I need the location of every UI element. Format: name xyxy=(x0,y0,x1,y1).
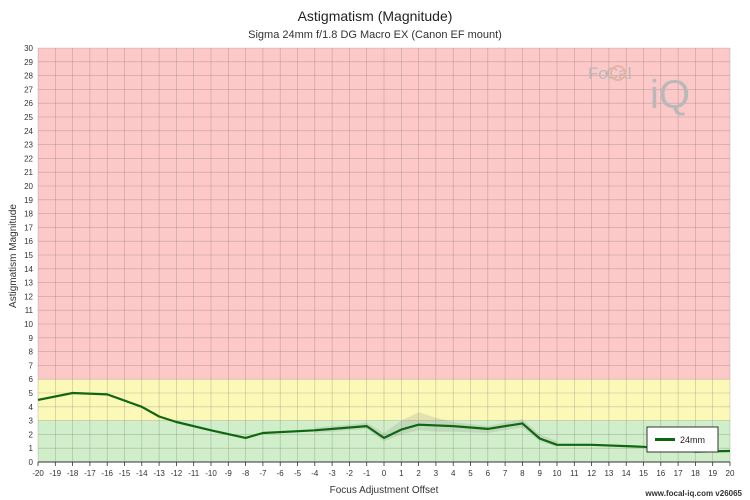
x-tick-label: 2 xyxy=(416,469,421,478)
x-axis-label: Focus Adjustment Offset xyxy=(330,485,439,496)
x-tick-label: -18 xyxy=(67,469,79,478)
variation-band xyxy=(314,412,557,447)
x-tick-label: -8 xyxy=(242,469,250,478)
x-tick-label: -3 xyxy=(329,469,337,478)
x-tick-label: 17 xyxy=(674,469,683,478)
x-tick-label: -11 xyxy=(188,469,200,478)
y-axis-ticks: 0123456789101112131415161718192021222324… xyxy=(24,44,33,467)
x-tick-label: -1 xyxy=(363,469,371,478)
x-tick-label: -9 xyxy=(225,469,233,478)
x-tick-label: -20 xyxy=(32,469,44,478)
y-tick-label: 22 xyxy=(24,154,33,163)
quality-zones xyxy=(38,48,730,462)
x-tick-label: 11 xyxy=(570,469,579,478)
y-tick-label: 20 xyxy=(24,182,33,191)
legend-label-24mm: 24mm xyxy=(680,435,705,445)
grid-lines xyxy=(37,47,731,463)
y-tick-label: 15 xyxy=(24,251,33,260)
y-tick-label: 16 xyxy=(24,237,33,246)
x-tick-label: -7 xyxy=(259,469,267,478)
focal-iq-logo: Fo Cal iQ xyxy=(588,64,690,117)
y-tick-label: 29 xyxy=(24,58,33,67)
chart-title: Astigmatism (Magnitude) xyxy=(298,8,453,24)
x-tick-label: 0 xyxy=(382,469,387,478)
y-tick-label: 1 xyxy=(29,444,34,453)
x-tick-label: -12 xyxy=(171,469,183,478)
y-tick-label: 2 xyxy=(29,430,34,439)
y-tick-label: 28 xyxy=(24,72,33,81)
site-credit: www.focal-iq.com v26065 xyxy=(644,489,742,498)
x-tick-label: 15 xyxy=(639,469,648,478)
x-tick-label: 18 xyxy=(691,469,700,478)
x-tick-label: -6 xyxy=(277,469,285,478)
x-tick-label: 5 xyxy=(468,469,473,478)
y-tick-label: 6 xyxy=(29,375,34,384)
x-tick-label: 10 xyxy=(553,469,562,478)
y-tick-label: 25 xyxy=(24,113,33,122)
series-lines xyxy=(37,391,731,453)
x-tick-label: -5 xyxy=(294,469,302,478)
x-tick-label: 13 xyxy=(604,469,613,478)
x-tick-label: 12 xyxy=(587,469,596,478)
y-tick-label: 18 xyxy=(24,210,33,219)
logo-text-fo: Fo xyxy=(588,64,608,83)
y-tick-label: 7 xyxy=(29,361,34,370)
y-tick-label: 13 xyxy=(24,279,33,288)
x-tick-label: 7 xyxy=(503,469,508,478)
x-tick-label: 4 xyxy=(451,469,456,478)
y-tick-label: 10 xyxy=(24,320,33,329)
x-tick-label: -16 xyxy=(101,469,113,478)
x-tick-label: 19 xyxy=(708,469,717,478)
y-tick-label: 14 xyxy=(24,265,33,274)
x-tick-label: 9 xyxy=(537,469,542,478)
x-tick-label: 20 xyxy=(726,469,735,478)
y-tick-label: 5 xyxy=(29,389,34,398)
y-tick-label: 4 xyxy=(29,403,34,412)
y-tick-label: 3 xyxy=(29,417,34,426)
y-tick-label: 23 xyxy=(24,141,33,150)
y-tick-label: 21 xyxy=(24,168,33,177)
chart-subtitle: Sigma 24mm f/1.8 DG Macro EX (Canon EF m… xyxy=(248,29,502,41)
y-tick-label: 26 xyxy=(24,99,33,108)
x-tick-label: 14 xyxy=(622,469,631,478)
x-tick-label: 1 xyxy=(399,469,404,478)
zone-0 xyxy=(38,420,730,462)
y-tick-label: 30 xyxy=(24,44,33,53)
legend: 24mm xyxy=(646,426,719,453)
x-tick-label: -15 xyxy=(119,469,131,478)
logo-text-iq: iQ xyxy=(650,73,690,117)
x-tick-label: 16 xyxy=(656,469,665,478)
y-tick-label: 0 xyxy=(29,458,34,467)
x-tick-label: 8 xyxy=(520,469,525,478)
y-tick-label: 8 xyxy=(29,348,34,357)
x-tick-label: -2 xyxy=(346,469,354,478)
y-tick-label: 19 xyxy=(24,196,33,205)
x-tick-label: -10 xyxy=(205,469,217,478)
x-tick-label: 3 xyxy=(434,469,439,478)
x-tick-label: -17 xyxy=(84,469,96,478)
y-tick-label: 12 xyxy=(24,292,33,301)
band-area xyxy=(314,412,557,447)
y-tick-label: 24 xyxy=(24,127,33,136)
y-tick-label: 27 xyxy=(24,85,33,94)
x-tick-label: 6 xyxy=(486,469,491,478)
x-axis-ticks: -20 -19 -18 -17 -16 -15 -14 -13 -12 -11 -10 -9 -8 -7-… xyxy=(32,462,735,478)
x-tick-label: -4 xyxy=(311,469,319,478)
y-axis-label: Astigmatism Magnitude xyxy=(8,204,19,308)
y-tick-label: 11 xyxy=(25,306,34,315)
zone-2 xyxy=(38,48,730,380)
series-line-24mm xyxy=(37,391,731,453)
x-tick-label: -14 xyxy=(136,469,148,478)
logo-ring-icon xyxy=(610,65,626,81)
y-tick-label: 17 xyxy=(24,223,33,232)
y-tick-label: 9 xyxy=(29,334,34,343)
x-tick-label: -13 xyxy=(153,469,165,478)
x-tick-label: -19 xyxy=(50,469,62,478)
